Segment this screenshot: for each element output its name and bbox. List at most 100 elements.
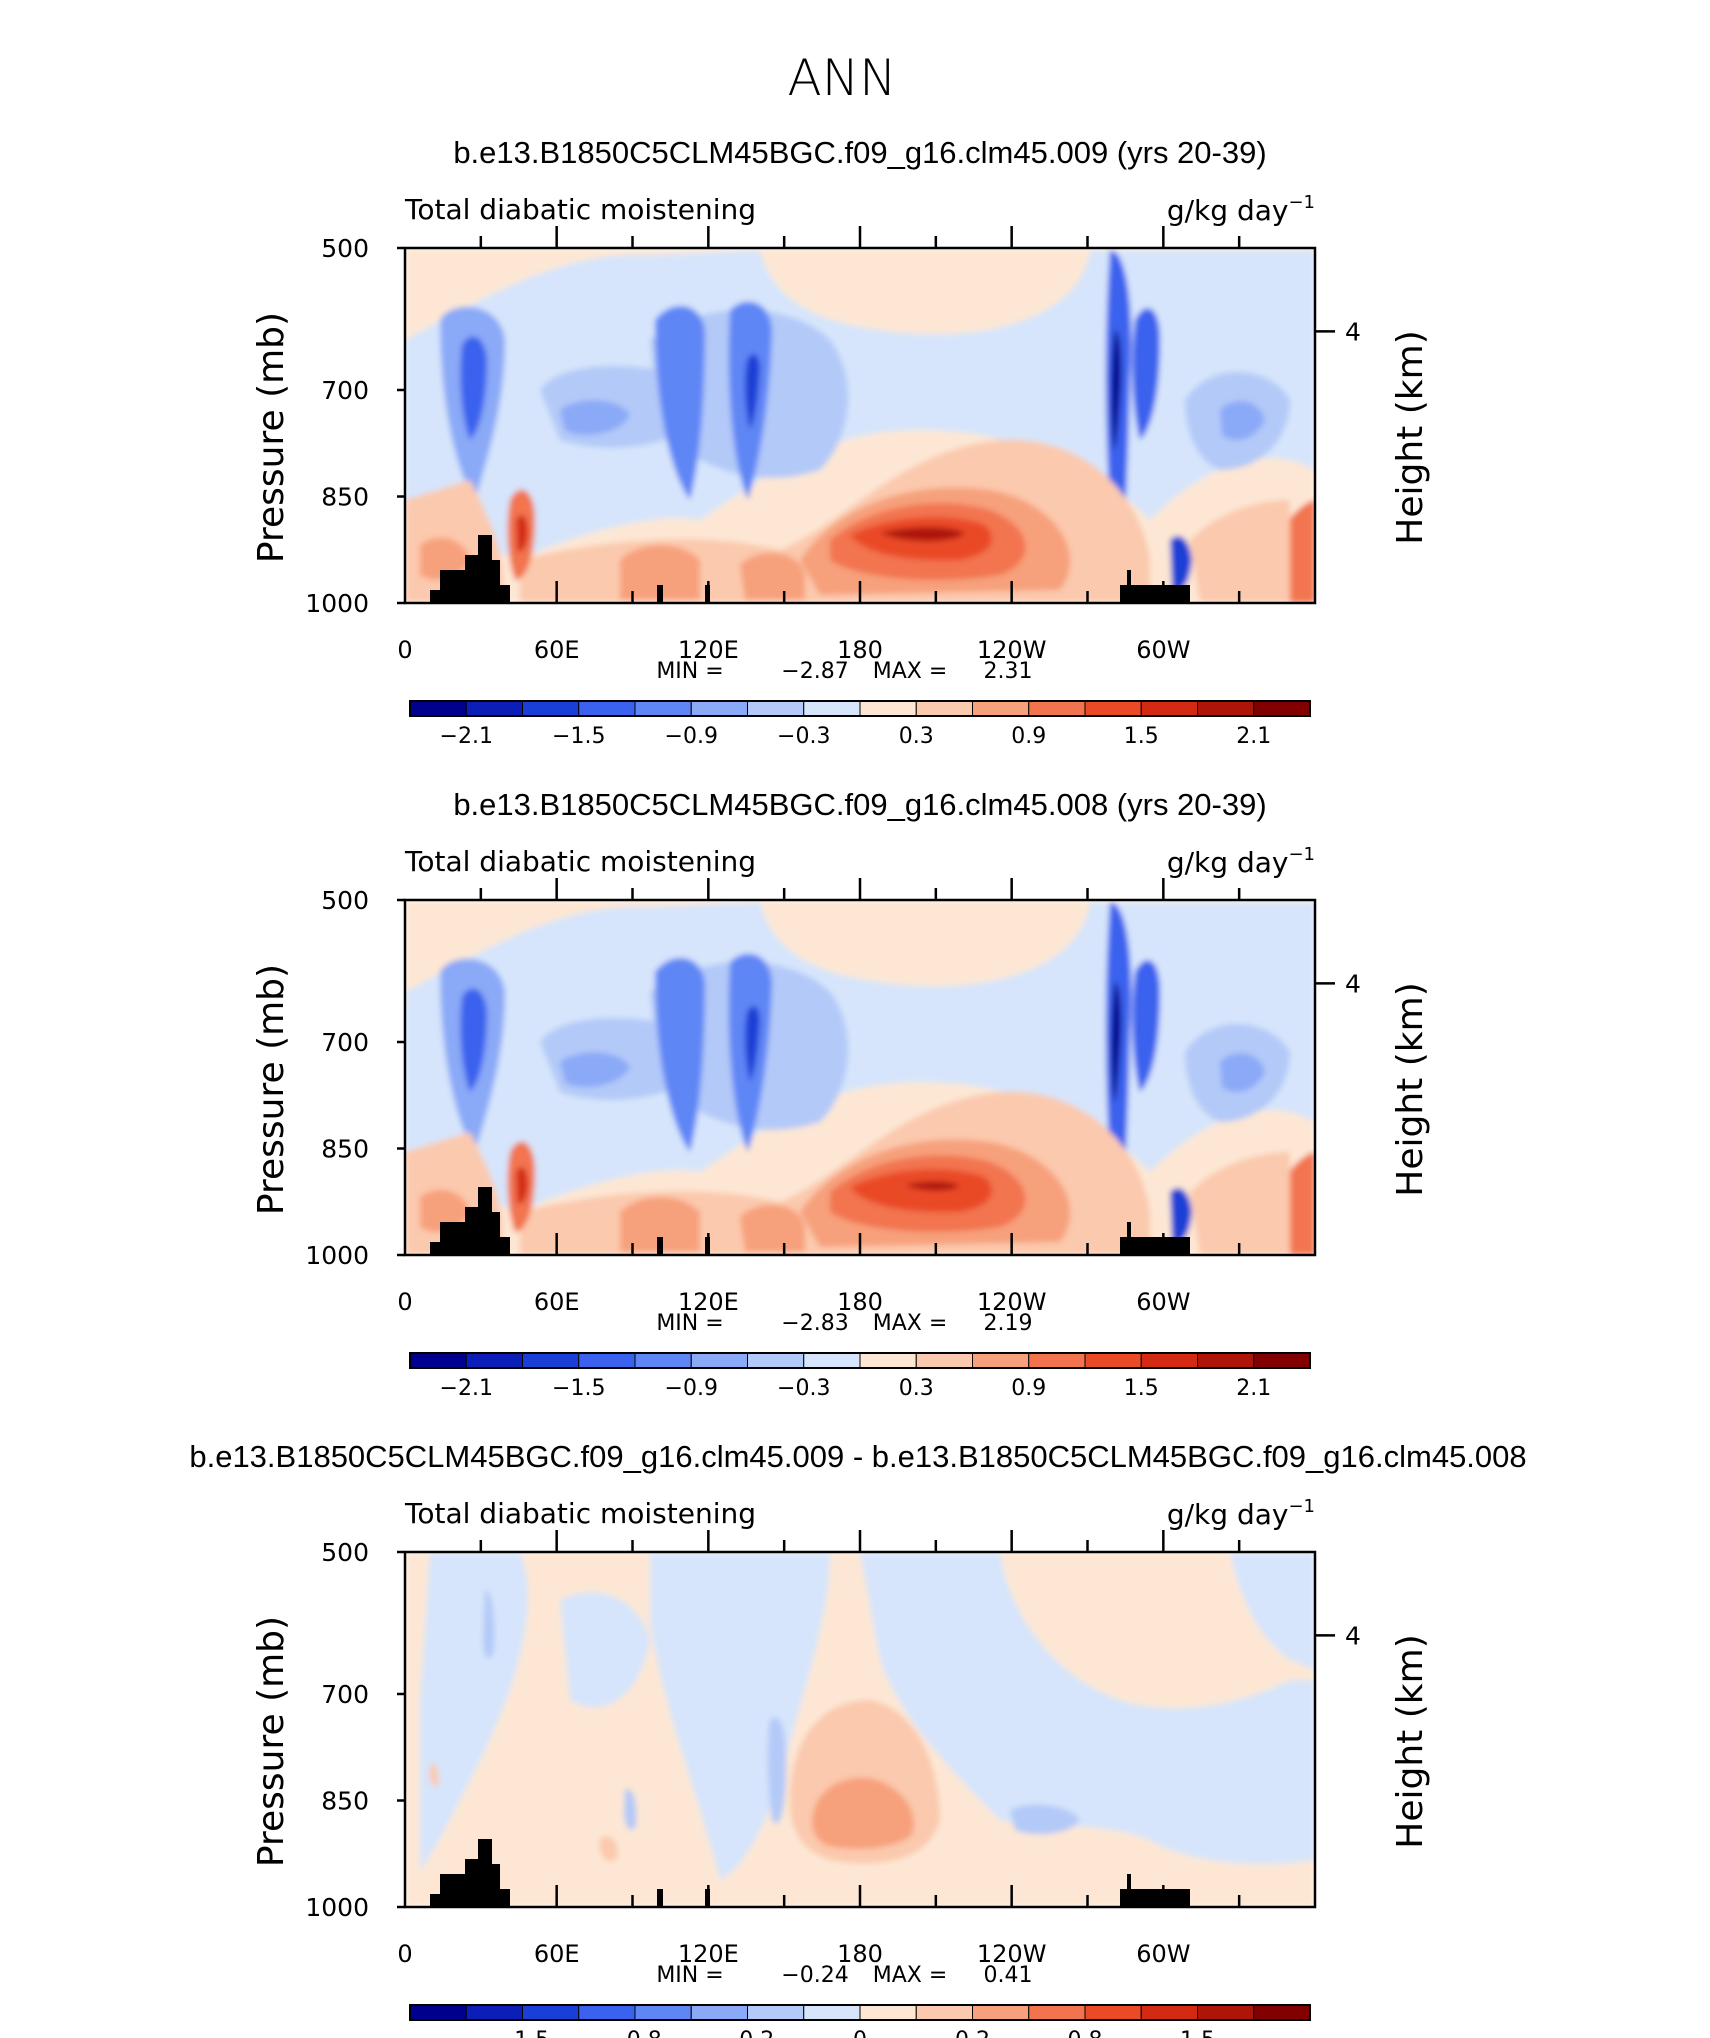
colorbar-swatch: [634, 700, 692, 717]
panel-1: b.e13.B1850C5CLM45BGC.f09_g16.clm45.009 …: [251, 135, 1431, 749]
x-tick-label: 60E: [534, 636, 580, 664]
panel-2-upper-blue-band: [405, 902, 1315, 1212]
colorbar-swatch: [465, 700, 523, 717]
minmax-value: −2.87: [781, 659, 848, 684]
colorbar-label: 0.9: [1011, 1376, 1046, 1401]
y-tick-label: 700: [321, 1680, 369, 1709]
colorbar-swatch: [747, 700, 805, 717]
minmax-value: 2.31: [984, 659, 1033, 684]
panel-1-blue-column-c-core: [744, 354, 760, 430]
colorbar-swatch: [747, 2004, 805, 2021]
colorbar-swatch: [859, 1352, 917, 1369]
y-right-tick-label: 4: [1345, 317, 1361, 346]
colorbar-swatch: [578, 2004, 636, 2021]
y-right-tick-label: 4: [1345, 969, 1361, 998]
colorbar-swatch: [1197, 2004, 1255, 2021]
y-tick-label: 500: [321, 886, 369, 915]
panel-2-axes: 500 700 850 1000 Pressure (mb) 4 Height (km) 0 6…: [251, 878, 1431, 1401]
colorbar-label: −0.9: [665, 1376, 718, 1401]
colorbar-label: −1.5: [552, 1376, 605, 1401]
colorbar-label: 1.5: [1124, 1376, 1159, 1401]
colorbar-label: −0.2: [721, 2028, 774, 2038]
panel-2: b.e13.B1850C5CLM45BGC.f09_g16.clm45.008 …: [251, 787, 1431, 1401]
colorbar-swatch: [1253, 1352, 1311, 1369]
panel-3-blue-spot-c: [1010, 1804, 1080, 1835]
colorbar-swatch: [803, 1352, 861, 1369]
y-right-axis-label: Height (km): [1390, 1634, 1431, 1848]
x-tick-label: 60W: [1136, 636, 1190, 664]
y-axis-label: Pressure (mb): [251, 1616, 292, 1867]
minmax-value: −0.24: [781, 1963, 848, 1988]
minmax-label: MAX =: [873, 1963, 948, 1988]
panel-2-blue-column-b: [655, 958, 705, 1152]
colorbar-label: 0.3: [899, 724, 934, 749]
colorbar-label: 0.8: [1068, 2028, 1103, 2038]
minmax-label: MIN =: [656, 1311, 723, 1336]
panel-1-red-dome-core: [880, 527, 965, 542]
panel-2-title: b.e13.B1850C5CLM45BGC.f09_g16.clm45.008 …: [453, 787, 1266, 822]
colorbar-label: −2.1: [440, 1376, 493, 1401]
panel-3-units: g/kg day−1: [1167, 1496, 1315, 1531]
minmax-value: 2.19: [984, 1311, 1033, 1336]
colorbar-frame: [409, 1352, 1311, 1369]
y-tick-label: 1000: [305, 1893, 369, 1922]
colorbar-swatch: [522, 2004, 580, 2021]
colorbar-frame: [409, 2004, 1311, 2021]
colorbar-swatch: [409, 700, 467, 717]
page-title: ANN: [787, 49, 896, 107]
colorbar-label: 0.9: [1011, 724, 1046, 749]
panel-1-contour-field: [405, 248, 1315, 603]
colorbar-label: 0.3: [899, 1376, 934, 1401]
colorbar-label: 2.1: [1236, 1376, 1271, 1401]
colorbar-label: −1.5: [552, 724, 605, 749]
colorbar-swatch: [1197, 700, 1255, 717]
colorbar-swatch: [972, 2004, 1030, 2021]
panel-2-topography: [430, 1187, 1190, 1255]
minmax-label: MAX =: [873, 659, 948, 684]
panel-3-axes: 500 700 850 1000 Pressure (mb) 4 Height (km) 0 6…: [251, 1530, 1431, 2038]
panel-2-mid-blue-3: [560, 1052, 630, 1087]
panel-1-blue-column-b: [655, 306, 705, 500]
x-tick-label: 0: [397, 636, 412, 664]
panel-3-blue-region-c: [650, 1552, 830, 1880]
panel-1-blue-column-a-core: [460, 336, 487, 440]
colorbar-label: −0.9: [665, 724, 718, 749]
colorbar-label: −2.1: [440, 724, 493, 749]
panel-2-units-exp: −1: [1288, 844, 1315, 865]
x-tick-label: 180: [837, 1940, 883, 1968]
panel-3-blue-spot-d: [624, 1789, 637, 1831]
panel-2-blue-column-a-core: [460, 988, 487, 1092]
panel-3-red-spot-b: [429, 1763, 439, 1787]
panel-2-red-left-2: [420, 1189, 470, 1232]
panel-3-blue-region-b: [560, 1592, 650, 1708]
panel-3-title: b.e13.B1850C5CLM45BGC.f09_g16.clm45.009 …: [189, 1439, 1526, 1474]
colorbar-swatch: [634, 1352, 692, 1369]
panel-2-units: g/kg day−1: [1167, 844, 1315, 879]
panel-1-red-mid-strips: [620, 545, 805, 600]
colorbar-swatch: [690, 700, 748, 717]
colorbar-swatch: [915, 700, 973, 717]
panel-1-axes: 500 700 850 1000 Pressure (mb) 4 Height (km) 0 6…: [251, 226, 1431, 749]
panel-3: b.e13.B1850C5CLM45BGC.f09_g16.clm45.009 …: [189, 1439, 1526, 2038]
panel-2-red-right-2: [1190, 1152, 1290, 1255]
panel-2-red-dome-core: [905, 1181, 960, 1191]
panel-1-units-exp: −1: [1288, 192, 1315, 213]
panel-1-variable-label: Total diabatic moistening: [404, 193, 756, 226]
colorbar-swatch: [690, 2004, 748, 2021]
colorbar-swatch: [465, 2004, 523, 2021]
minmax-label: MIN =: [656, 659, 723, 684]
panel-1-red-left-2: [420, 537, 470, 580]
panel-1-blue-lobe-right-core: [1220, 401, 1265, 440]
panel-1-blue-column-d-core: [1111, 330, 1122, 450]
colorbar-swatch: [1084, 700, 1142, 717]
panel-2-contour-field: [405, 900, 1315, 1255]
colorbar-label: −0.3: [777, 724, 830, 749]
colorbar-swatch: [1084, 2004, 1142, 2021]
x-tick-label: 180: [837, 636, 883, 664]
colorbar-swatch: [1253, 2004, 1311, 2021]
panel-1-red-column-a-core: [516, 515, 528, 552]
x-tick-label: 120E: [678, 1288, 739, 1316]
y-tick-label: 850: [321, 1135, 369, 1164]
x-tick-label: 180: [837, 1288, 883, 1316]
x-tick-label: 60E: [534, 1288, 580, 1316]
